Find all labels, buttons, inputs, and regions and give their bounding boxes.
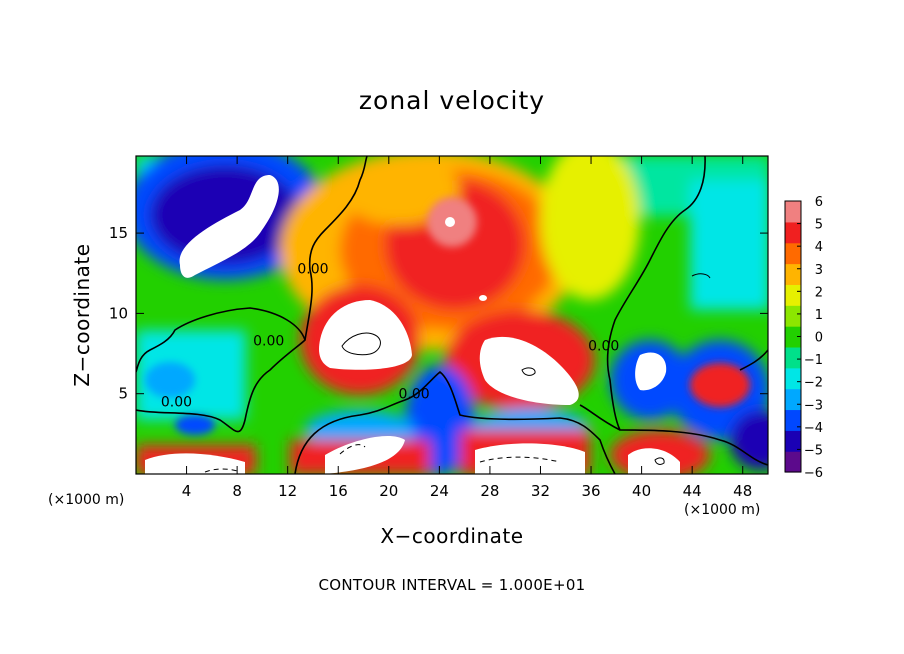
x-tick-label: 16 bbox=[329, 482, 348, 500]
x-tick-label: 32 bbox=[531, 482, 550, 500]
colorbar-swatch bbox=[785, 221, 801, 244]
colorbar-swatch bbox=[785, 409, 801, 431]
contour-label: 0.00 bbox=[297, 261, 328, 277]
colorbar-swatch bbox=[785, 284, 801, 306]
contour-label: 0.00 bbox=[588, 339, 619, 355]
colorbar-swatch bbox=[785, 430, 801, 452]
x-axis-label: X−coordinate bbox=[380, 524, 524, 548]
heatmap-field: 0.00 0.00 0.00 0.00 0.00 bbox=[136, 156, 768, 474]
y-axis: 5 10 15 bbox=[109, 224, 768, 403]
x-tick-label: 8 bbox=[232, 482, 242, 500]
contour-label: 0.00 bbox=[161, 395, 192, 411]
colorbar-tick-label: −1 bbox=[804, 353, 823, 368]
colorbar-swatch bbox=[785, 388, 801, 411]
colorbar-tick-label: 3 bbox=[815, 263, 823, 278]
x-tick-label: 24 bbox=[430, 482, 449, 500]
x-tick-label: 36 bbox=[581, 482, 600, 500]
y-tick-label: 15 bbox=[109, 224, 128, 242]
y-axis-label-wrap: Z−coordinate bbox=[62, 156, 102, 474]
contour-labels: 0.00 0.00 0.00 0.00 0.00 bbox=[161, 261, 619, 410]
x-tick-label: 44 bbox=[683, 482, 702, 500]
chart-title: zonal velocity bbox=[358, 86, 546, 115]
colorbar-swatch bbox=[785, 201, 801, 223]
colorbar-swatch bbox=[785, 346, 801, 369]
colorbar-swatch bbox=[785, 451, 801, 473]
colorbar-swatch bbox=[785, 326, 801, 348]
colorbar: 6 5 4 3 2 1 0 −1 −2 −3 −4 −5 −6 bbox=[784, 195, 823, 481]
colorbar-tick-label: −2 bbox=[804, 376, 823, 391]
colorbar-tick-label: −3 bbox=[804, 398, 823, 413]
x-axis: 4 8 12 16 20 24 28 32 36 40 44 48 bbox=[182, 156, 752, 500]
colorbar-swatch bbox=[785, 263, 801, 285]
plot-frame bbox=[135, 155, 769, 475]
colorbar-tick-label: −4 bbox=[804, 421, 823, 436]
x-tick-label: 48 bbox=[733, 482, 752, 500]
y-tick-label: 10 bbox=[109, 304, 128, 322]
contour-label: 0.00 bbox=[253, 334, 284, 350]
colorbar-swatch bbox=[785, 305, 801, 327]
contour-label: 0.00 bbox=[398, 387, 429, 403]
contour-interval-note: CONTOUR INTERVAL = 1.000E+01 bbox=[318, 576, 586, 594]
colorbar-tick-label: 6 bbox=[815, 195, 823, 210]
colorbar-swatch bbox=[785, 242, 801, 265]
colorbar-tick-label: −6 bbox=[804, 466, 823, 481]
colorbar-tick-label: 5 bbox=[815, 218, 823, 233]
x-tick-label: 12 bbox=[278, 482, 297, 500]
y-axis-label: Z−coordinate bbox=[70, 243, 94, 387]
colorbar-tick-label: 4 bbox=[815, 240, 823, 255]
x-axis-unit-right: (×1000 m) bbox=[684, 502, 761, 518]
colorbar-tick-label: 0 bbox=[815, 331, 823, 346]
x-tick-label: 20 bbox=[379, 482, 398, 500]
x-axis-unit-left: (×1000 m) bbox=[48, 492, 125, 508]
x-tick-label: 28 bbox=[480, 482, 499, 500]
x-tick-label: 40 bbox=[632, 482, 651, 500]
x-tick-label: 4 bbox=[182, 482, 192, 500]
colorbar-tick-label: −5 bbox=[804, 443, 823, 458]
colorbar-tick-label: 1 bbox=[815, 308, 823, 323]
colorbar-swatch bbox=[785, 367, 801, 390]
y-tick-label: 5 bbox=[118, 385, 128, 403]
colorbar-tick-label: 2 bbox=[815, 285, 823, 300]
